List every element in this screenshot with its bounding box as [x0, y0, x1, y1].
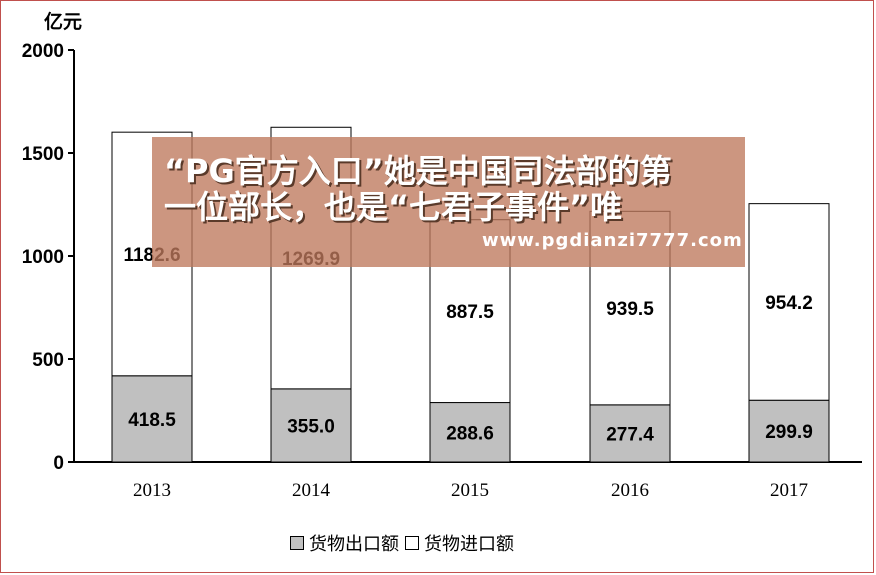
data-label-export-2014: 355.0 [287, 416, 335, 437]
legend-swatch-import [405, 536, 419, 550]
y-tick-label: 500 [32, 350, 64, 371]
bar-export-2015 [429, 402, 511, 463]
bar-export-2013 [111, 375, 193, 463]
legend-item-import: 货物进口额 [405, 530, 514, 556]
bar-export-2016 [589, 404, 671, 463]
legend-label-export: 货物出口额 [309, 534, 399, 554]
legend-label-import: 货物进口额 [424, 534, 514, 554]
x-tick-label: 2013 [133, 480, 171, 501]
y-ticks: 0 500 1000 1500 2000 [22, 41, 74, 474]
legend-swatch-export [290, 536, 304, 550]
bar-import-2017 [748, 203, 830, 401]
y-tick-label: 2000 [22, 41, 64, 62]
x-tick-label: 2017 [770, 480, 808, 501]
data-label-import-2015: 887.5 [446, 302, 494, 323]
data-label-export-2017: 299.9 [765, 422, 813, 443]
y-axis-unit-label: 亿元 [44, 10, 82, 33]
x-tick-label: 2016 [611, 480, 649, 501]
x-ticks: 2013 2014 2015 2016 2017 [133, 480, 808, 501]
data-label-export-2013: 418.5 [128, 410, 176, 431]
y-tick-label: 1000 [22, 247, 64, 268]
x-tick-label: 2015 [451, 480, 489, 501]
data-labels-group: 418.51182.6355.01269.9288.6887.5277.4939… [123, 245, 812, 445]
overlay-url[interactable]: www.pgdianzi7777.com [482, 230, 743, 251]
legend-item-export: 货物出口额 [290, 530, 399, 556]
watermark-overlay[interactable]: “PG官方入口”她是中国司法部的第 一位部长，也是“七君子事件”唯 www.pg… [152, 137, 745, 267]
data-label-import-2016: 939.5 [606, 299, 654, 320]
data-label-export-2015: 288.6 [446, 423, 494, 444]
overlay-text-line-1: “PG官方入口”她是中国司法部的第 [164, 152, 672, 190]
y-tick-label: 0 [53, 453, 64, 474]
data-label-import-2017: 954.2 [765, 293, 813, 314]
x-tick-label: 2014 [292, 480, 331, 501]
bar-export-2014 [270, 388, 352, 463]
y-tick-label: 1500 [22, 144, 64, 165]
overlay-text-line-2: 一位部长，也是“七君子事件”唯 [164, 188, 623, 226]
data-label-export-2016: 277.4 [606, 424, 654, 445]
chart-legend: 货物出口额 货物进口额 [290, 532, 520, 554]
